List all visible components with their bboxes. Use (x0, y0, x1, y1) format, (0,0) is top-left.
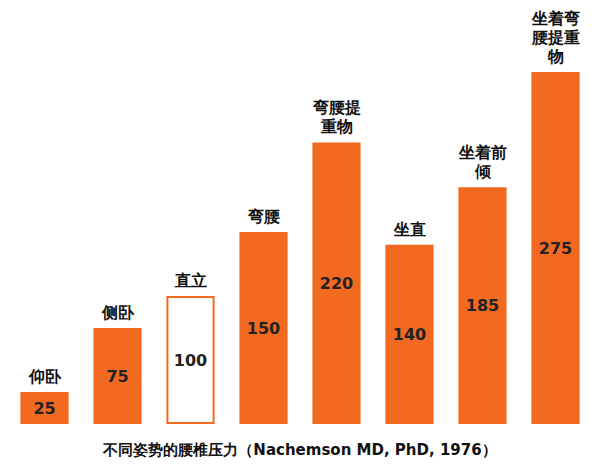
svg-text:仰卧: 仰卧 (28, 367, 62, 386)
svg-text:140: 140 (393, 325, 426, 344)
svg-text:坐着弯: 坐着弯 (531, 9, 580, 28)
svg-text:腰提重: 腰提重 (531, 28, 580, 47)
svg-text:不同姿势的腰椎压力（Nachemson MD, PhD, 1: 不同姿势的腰椎压力（Nachemson MD, PhD, 1976） (102, 441, 496, 459)
svg-text:275: 275 (539, 239, 572, 258)
svg-text:坐直: 坐直 (393, 220, 426, 239)
svg-text:185: 185 (466, 296, 499, 315)
svg-text:物: 物 (547, 47, 564, 66)
svg-text:220: 220 (320, 274, 353, 293)
svg-text:侧卧: 侧卧 (101, 303, 135, 322)
svg-text:直立: 直立 (174, 271, 207, 290)
svg-text:倾: 倾 (474, 162, 491, 181)
svg-text:75: 75 (106, 367, 128, 386)
svg-text:25: 25 (33, 399, 55, 418)
svg-text:坐着前: 坐着前 (458, 143, 507, 162)
svg-text:弯腰提: 弯腰提 (312, 98, 361, 117)
svg-text:弯腰: 弯腰 (247, 207, 280, 226)
svg-text:重物: 重物 (320, 117, 353, 136)
svg-text:100: 100 (174, 351, 207, 370)
svg-text:150: 150 (247, 319, 280, 338)
